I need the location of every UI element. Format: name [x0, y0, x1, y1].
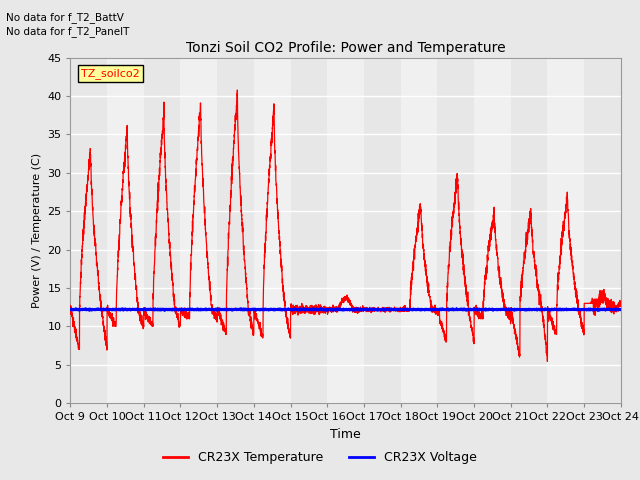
Bar: [437, 58, 474, 403]
Bar: [584, 58, 621, 403]
Bar: [217, 58, 254, 403]
Legend: CR23X Temperature, CR23X Voltage: CR23X Temperature, CR23X Voltage: [159, 446, 481, 469]
Bar: [291, 58, 327, 403]
Text: No data for f_T2_PanelT: No data for f_T2_PanelT: [6, 26, 130, 37]
Bar: [144, 58, 180, 403]
X-axis label: Time: Time: [330, 428, 361, 441]
Bar: [511, 58, 547, 403]
Title: Tonzi Soil CO2 Profile: Power and Temperature: Tonzi Soil CO2 Profile: Power and Temper…: [186, 41, 506, 55]
Text: TZ_soilco2: TZ_soilco2: [81, 68, 140, 79]
Y-axis label: Power (V) / Temperature (C): Power (V) / Temperature (C): [32, 153, 42, 308]
Bar: [364, 58, 401, 403]
Text: No data for f_T2_BattV: No data for f_T2_BattV: [6, 12, 124, 23]
Bar: [70, 58, 107, 403]
